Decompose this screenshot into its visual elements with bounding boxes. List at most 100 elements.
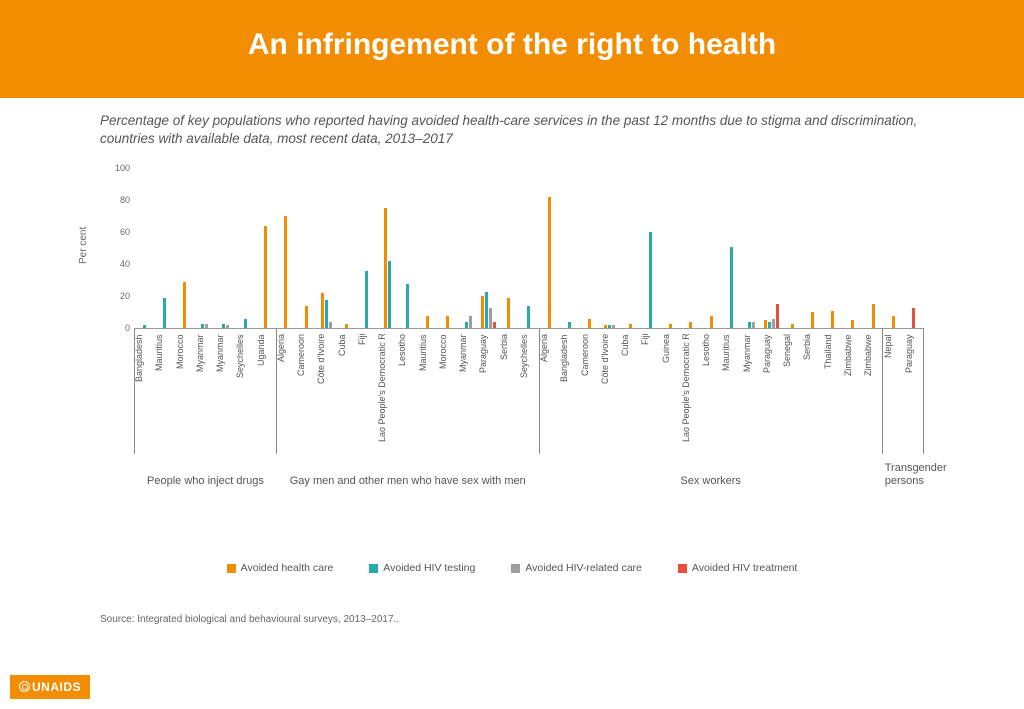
legend-swatch [678, 564, 687, 573]
country-bars [154, 168, 174, 328]
country-bars [418, 168, 438, 328]
x-label: Myanmar [195, 334, 215, 444]
group-label: Transgender persons [883, 462, 923, 488]
logo-icon [19, 681, 30, 692]
country-bars [235, 168, 255, 328]
bar [588, 319, 591, 329]
bar [912, 308, 915, 329]
legend-item: Avoided HIV testing [369, 562, 475, 574]
y-axis-label: Per cent [78, 227, 89, 264]
x-label: Uganda [256, 334, 276, 444]
bar [201, 324, 204, 329]
country-bars [458, 168, 478, 328]
bar [629, 324, 632, 329]
x-label: Cameroon [580, 334, 600, 444]
bar [748, 322, 751, 328]
country-bars [539, 168, 559, 328]
y-tick: 100 [106, 163, 130, 173]
bar [325, 300, 328, 329]
bar [772, 319, 775, 329]
country-bars [276, 168, 296, 328]
country-bars [762, 168, 782, 328]
x-label: Bangladesh [559, 334, 579, 444]
country-bars [904, 168, 924, 328]
legend-swatch [227, 564, 236, 573]
bar [493, 322, 496, 328]
x-label: Lao People's Democratic Republic [681, 334, 701, 444]
content-area: Percentage of key populations who report… [0, 98, 1024, 625]
country-bars [580, 168, 600, 328]
x-label: Morocco [438, 334, 458, 444]
page-title: An infringement of the right to health [248, 28, 776, 61]
x-label: Bangladesh [134, 334, 154, 444]
y-tick: 0 [106, 323, 130, 333]
country-bars [701, 168, 721, 328]
x-label: Lesotho [397, 334, 417, 444]
bar [649, 232, 652, 328]
country-bars [215, 168, 235, 328]
bar [608, 325, 611, 328]
country-bars [499, 168, 519, 328]
bar [604, 325, 607, 328]
bar [205, 324, 208, 329]
country-bars [883, 168, 903, 328]
x-label: Seychelles [235, 334, 255, 444]
country-bars [397, 168, 417, 328]
legend-label: Avoided HIV-related care [525, 562, 642, 574]
x-label: Lao People's Democratic Republic [377, 334, 397, 444]
country-bars [478, 168, 498, 328]
group-label: Sex workers [540, 475, 882, 488]
country-bars [823, 168, 843, 328]
x-label: Paraguay [478, 334, 498, 444]
bar [612, 325, 615, 328]
country-bars [742, 168, 762, 328]
bar [384, 208, 387, 328]
bar [710, 316, 713, 329]
x-label: Cameroon [296, 334, 316, 444]
bar [305, 306, 308, 328]
bar [426, 316, 429, 329]
bar [143, 325, 146, 328]
group-label: Gay men and other men who have sex with … [277, 475, 539, 488]
legend-item: Avoided HIV-related care [511, 562, 642, 574]
country-bars [620, 168, 640, 328]
x-label: Zimbabwe [843, 334, 863, 444]
bar [465, 322, 468, 328]
country-bars [661, 168, 681, 328]
x-label: Cuba [337, 334, 357, 444]
x-label: Myanmar [215, 334, 235, 444]
x-label: Mauritius [418, 334, 438, 444]
logo-text: UNAIDS [32, 680, 81, 694]
bar [730, 247, 733, 329]
country-bars [134, 168, 154, 328]
bar [791, 324, 794, 329]
bar [892, 316, 895, 329]
x-label: Serbia [499, 334, 519, 444]
country-bars [357, 168, 377, 328]
country-bars [519, 168, 539, 328]
x-label: Senegal [782, 334, 802, 444]
x-labels-row: Bangladesh MauritiusMorocco MyanmarMyanmar… [134, 334, 924, 444]
bars-row [134, 168, 924, 328]
bar [768, 322, 771, 328]
y-tick: 20 [106, 291, 130, 301]
bar [669, 324, 672, 329]
source-text: Source: Integrated biological and behavi… [100, 614, 924, 625]
legend-item: Avoided HIV treatment [678, 562, 797, 574]
x-label: Nepal [883, 334, 903, 444]
country-bars [195, 168, 215, 328]
bar [507, 298, 510, 328]
country-bars [296, 168, 316, 328]
country-bars [640, 168, 660, 328]
country-bars [175, 168, 195, 328]
country-bars [438, 168, 458, 328]
country-bars [843, 168, 863, 328]
legend-label: Avoided HIV treatment [692, 562, 797, 574]
x-label: Paraguay [904, 334, 924, 444]
bar [345, 324, 348, 329]
country-bars [377, 168, 397, 328]
title-banner: An infringement of the right to health [0, 0, 1024, 98]
country-bars [863, 168, 883, 328]
unaids-logo: UNAIDS [10, 675, 90, 699]
bar [222, 324, 225, 329]
